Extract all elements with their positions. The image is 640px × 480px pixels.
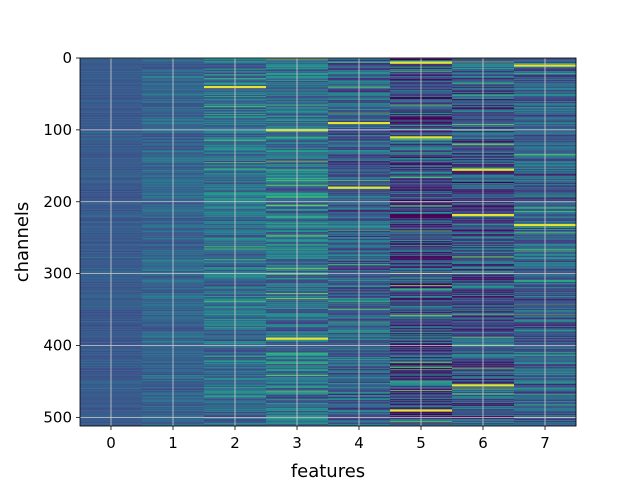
y-tick-label: 300 — [43, 265, 72, 283]
x-axis-label: features — [291, 461, 365, 480]
x-tick-label: 6 — [478, 434, 488, 452]
x-tick-label: 2 — [230, 434, 240, 452]
grid-lines — [80, 57, 576, 426]
x-axis-ticks: 0 1 2 3 4 5 6 7 — [106, 426, 550, 452]
heatmap-cells — [80, 58, 577, 427]
y-tick-label: 200 — [43, 193, 72, 211]
plot-frame — [79, 57, 577, 427]
y-tick-label: 400 — [43, 337, 72, 355]
x-tick-label: 1 — [168, 434, 178, 452]
x-tick-label: 5 — [416, 434, 426, 452]
y-axis-ticks: 0 100 200 300 400 500 — [43, 49, 80, 426]
y-axis-label: channels — [12, 202, 33, 283]
x-tick-label: 3 — [292, 434, 302, 452]
y-tick-label: 500 — [43, 408, 72, 426]
x-tick-label: 0 — [106, 434, 116, 452]
y-tick-label: 0 — [62, 49, 72, 67]
y-tick-label: 100 — [43, 121, 72, 139]
x-tick-label: 7 — [540, 434, 550, 452]
x-tick-label: 4 — [354, 434, 364, 452]
